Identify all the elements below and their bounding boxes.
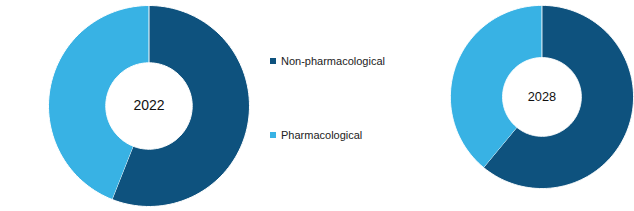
svg-text:2022: 2022 (133, 97, 164, 113)
html-text:Pharmacological: Pharmacological (281, 129, 363, 141)
html-text:Non-pharmacological: Non-pharmacological (281, 55, 385, 67)
svg-text:2028: 2028 (528, 89, 556, 104)
